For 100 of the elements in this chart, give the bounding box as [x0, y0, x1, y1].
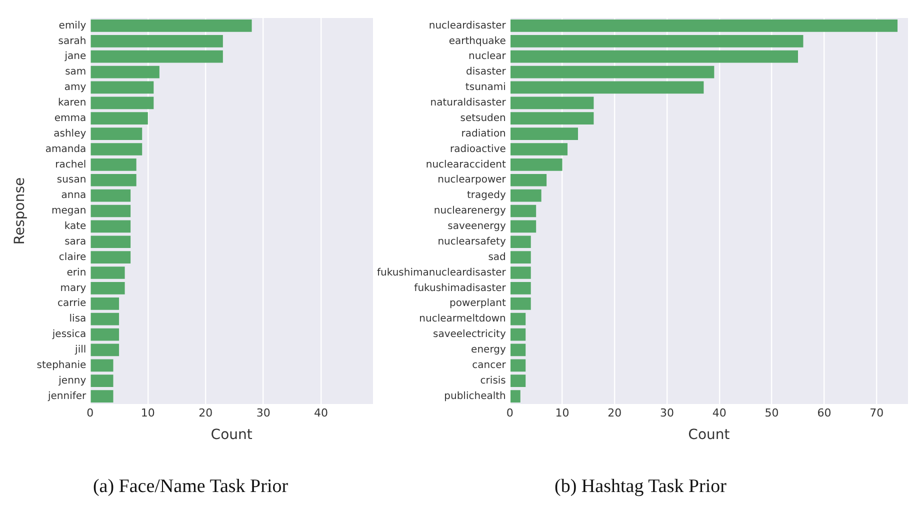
bar [510, 374, 526, 388]
y-tick-label: erin [66, 267, 86, 278]
y-tick-label: kate [64, 221, 86, 232]
bar [90, 50, 223, 63]
bar [510, 266, 531, 279]
x-tick-label: 40 [712, 406, 726, 420]
bar [90, 359, 114, 372]
y-tick-label: nuclearenergy [434, 206, 506, 217]
bar [510, 359, 526, 372]
bar [510, 128, 578, 140]
bar [90, 236, 131, 248]
y-tick-label: disaster [466, 66, 507, 78]
x-axis-title: Count [688, 427, 730, 444]
y-tick-label: fukushimadisaster [414, 282, 507, 294]
bar [90, 282, 125, 294]
bar [90, 189, 131, 202]
y-tick-label: crisis [480, 375, 506, 386]
bar [90, 390, 114, 402]
y-tick-label: jessica [51, 329, 86, 340]
bar [510, 297, 531, 310]
y-tick-label: stephanie [36, 360, 86, 371]
y-tick-label: ashley [54, 128, 86, 140]
bar [90, 266, 125, 279]
bar [90, 204, 131, 218]
y-tick-label: nuclearmeltdown [419, 314, 506, 325]
y-tick-label: fukushimanucleardisaster [376, 267, 507, 278]
y-tick-label: energy [471, 344, 506, 356]
x-tick-label: 60 [817, 406, 832, 420]
y-tick-label: setsuden [460, 112, 506, 124]
bar [90, 81, 154, 94]
y-tick-label: nuclear [468, 51, 507, 62]
y-tick-label: radioactive [450, 144, 506, 155]
y-tick-label: karen [58, 98, 86, 109]
x-tick-label: 0 [86, 406, 94, 420]
bar [510, 34, 804, 48]
bar [510, 112, 594, 125]
y-tick-label: nuclearsafety [438, 236, 506, 248]
x-tick-label: 50 [764, 406, 779, 420]
bar [90, 251, 131, 264]
x-tick-label: 20 [198, 406, 213, 420]
bar [510, 390, 520, 402]
bar [90, 128, 142, 140]
y-tick-label: nuclearpower [438, 174, 507, 186]
y-tick-label: saveelectricity [432, 329, 506, 340]
x-tick-label: 0 [506, 406, 514, 420]
bar [510, 81, 704, 94]
y-tick-label: sara [64, 236, 86, 248]
x-tick-label: 30 [256, 406, 270, 420]
x-axis-title: Count [210, 427, 253, 444]
bar [510, 344, 526, 356]
y-tick-label: tsunami [465, 82, 506, 94]
y-tick-label: emma [54, 112, 86, 124]
bar [90, 158, 136, 171]
bar [510, 251, 531, 264]
y-tick-label: emily [58, 20, 86, 32]
bar [90, 174, 136, 186]
y-tick-label: earthquake [448, 36, 506, 47]
y-tick-label: jenny [58, 375, 86, 386]
x-tick-label: 70 [870, 406, 884, 420]
bar [90, 328, 120, 341]
bar [510, 282, 531, 294]
y-tick-label: sad [488, 252, 506, 263]
bar [510, 143, 568, 156]
bar [90, 112, 148, 125]
bar [510, 158, 562, 171]
y-tick-label: lisa [69, 314, 86, 325]
x-tick-label: 10 [140, 406, 155, 420]
y-tick-label: jill [74, 344, 86, 356]
text: (a) Face/Name Task Prior [92, 476, 288, 498]
bar [510, 174, 547, 186]
bar [510, 20, 898, 32]
text: (b) Hashtag Task Prior [554, 476, 726, 498]
y-tick-label: rachel [55, 159, 86, 170]
bar [90, 297, 120, 310]
bar [510, 220, 536, 233]
y-tick-label: tragedy [466, 190, 506, 202]
bar [510, 204, 536, 218]
y-tick-label: sarah [58, 36, 86, 47]
bar [510, 328, 526, 341]
y-tick-label: jennifer [46, 390, 88, 402]
x-tick-label: 40 [314, 406, 328, 420]
y-tick-label: saveenergy [448, 221, 506, 232]
bar [510, 189, 542, 202]
bar [90, 344, 120, 356]
bar [90, 220, 131, 233]
bar [510, 66, 714, 78]
y-tick-label: claire [58, 252, 86, 263]
y-tick-label: amanda [45, 144, 86, 155]
y-tick-label: cancer [472, 360, 507, 371]
y-axis-title: Response [12, 177, 28, 245]
y-tick-label: amy [64, 82, 86, 94]
bar [90, 34, 223, 48]
y-tick-label: nucleardisaster [428, 20, 507, 32]
y-tick-label: mary [60, 282, 86, 294]
y-tick-label: jane [64, 51, 86, 62]
y-tick-label: susan [56, 174, 86, 186]
x-tick-label: 20 [608, 406, 622, 420]
bar [510, 236, 531, 248]
bar [90, 312, 120, 326]
y-tick-label: anna [61, 190, 86, 202]
